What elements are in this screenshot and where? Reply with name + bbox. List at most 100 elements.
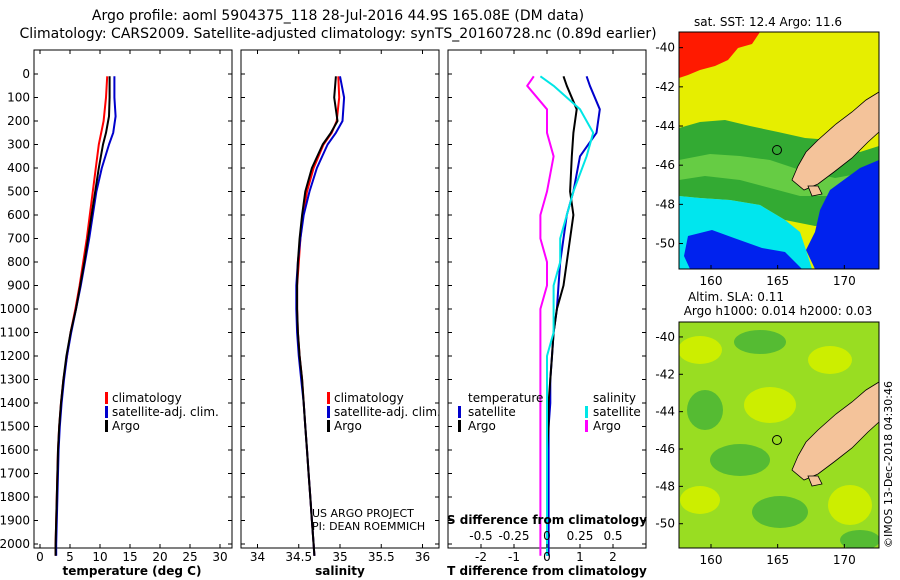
depth-tick-label: 700: [7, 232, 30, 246]
depth-tick-label: 2000: [0, 537, 30, 551]
s-difference-axis-label: S difference from climatology: [447, 513, 647, 527]
difference-series: [526, 75, 601, 556]
salinity-axis-label: salinity: [315, 564, 365, 578]
sst-map: [679, 32, 879, 269]
depth-tick-label: 900: [7, 279, 30, 293]
depth-tick-label: 1800: [0, 490, 30, 504]
legend-label: Argo: [112, 419, 140, 433]
series-line-magenta: [526, 75, 555, 556]
map-lat-label: -40: [655, 41, 675, 55]
depth-tick-label: 200: [7, 114, 30, 128]
legend-title: temperature: [468, 391, 543, 405]
legend-label: Argo: [468, 419, 496, 433]
map-lat-label: -50: [655, 237, 675, 251]
depth-axis-labels: 0 100 200 300 400 500 600 700 800 900 1000 1100 1200…: [0, 67, 30, 551]
x-tick-label: 35.5: [368, 550, 395, 564]
sla-land-small: [807, 475, 823, 487]
imos-watermark: ©IMOS 13-Dec-2018 04:30:46: [882, 381, 895, 548]
map-lat-label: -48: [655, 479, 675, 493]
s-diff-tick-label: -0.5: [469, 529, 492, 543]
legend-label: climatology: [112, 391, 182, 405]
x-axis-ticks: 0 5 10 15 20 25 30 34 34.5 35 35.5 36 -2 -1 0 1 2 -0.5 -0.…: [34, 50, 646, 564]
sla-blob: [710, 444, 770, 476]
x-tick-label: 34: [250, 550, 265, 564]
depth-tick-label: 1700: [0, 467, 30, 481]
project-credit-line1: US ARGO PROJECT: [312, 507, 414, 520]
map-lon-label: 170: [833, 274, 856, 288]
sla-argo-location-marker: [772, 435, 782, 445]
sst-map-title: sat. SST: 12.4 Argo: 11.6: [694, 15, 842, 29]
x-tick-label: 34.5: [285, 550, 312, 564]
legend-label: Argo: [334, 419, 362, 433]
depth-tick-label: 1900: [0, 514, 30, 528]
legend-swatch-black: [458, 420, 461, 432]
salinity-series: [295, 76, 346, 556]
map-lat-label: -48: [655, 197, 675, 211]
sla-blob: [680, 486, 720, 514]
x-tick-label: 10: [92, 550, 107, 564]
difference-salinity-legend: salinity satellite Argo: [585, 391, 641, 433]
sla-map-title-line2: Argo h1000: 0.014 h2000: 0.03: [684, 304, 873, 318]
temperature-plot-frame: [33, 49, 233, 549]
series-line-blue: [55, 76, 117, 556]
map-lon-label: 165: [766, 553, 789, 567]
x-tick-label: -2: [475, 550, 487, 564]
series-line-red: [296, 76, 341, 556]
sla-map-frame: [678, 321, 880, 549]
depth-tick-label: 1400: [0, 396, 30, 410]
series-line-red: [54, 76, 109, 556]
legend-swatch-cyan: [585, 406, 588, 418]
map-lon-label: 160: [700, 274, 723, 288]
legend-swatch-black: [105, 420, 108, 432]
series-line-cyan: [539, 75, 595, 556]
temperature-series: [54, 76, 117, 556]
x-tick-label: 5: [66, 550, 74, 564]
legend-label: satellite-adj. clim.: [334, 405, 441, 419]
s-diff-tick-label: -0.25: [498, 529, 529, 543]
map-lat-label: -50: [655, 517, 675, 531]
map-lon-label: 165: [766, 274, 789, 288]
salinity-legend: climatology satellite-adj. clim. Argo: [327, 391, 441, 433]
legend-label: Argo: [593, 419, 621, 433]
depth-tick-label: 1000: [0, 302, 30, 316]
depth-tick-label: 1200: [0, 349, 30, 363]
x-tick-label: 2: [609, 550, 617, 564]
depth-tick-label: 300: [7, 138, 30, 152]
sst-land-small: [807, 185, 823, 197]
x-tick-label: 20: [152, 550, 167, 564]
depth-tick-label: 100: [7, 91, 30, 105]
depth-tick-label: 400: [7, 161, 30, 175]
sla-map-title-line1: Altim. SLA: 0.11: [688, 290, 784, 304]
temperature-axis-label: temperature (deg C): [63, 564, 202, 578]
map-lat-label: -44: [655, 119, 675, 133]
map-lon-label: 160: [700, 553, 723, 567]
legend-label: climatology: [334, 391, 404, 405]
sla-blob: [734, 330, 786, 354]
depth-tick-label: 1100: [0, 326, 30, 340]
x-tick-label: 30: [212, 550, 227, 564]
legend-title: salinity: [593, 391, 636, 405]
sst-blue-patch: [684, 230, 802, 269]
legend-swatch-black: [327, 420, 330, 432]
sla-blob: [679, 336, 722, 364]
sst-argo-location-marker: [772, 145, 782, 155]
sla-blob: [687, 390, 723, 430]
depth-tick-label: 500: [7, 185, 30, 199]
sla-blob: [808, 346, 852, 374]
sst-blue-region: [806, 160, 879, 269]
depth-tick-label: 800: [7, 255, 30, 269]
x-tick-label: 25: [182, 550, 197, 564]
sla-map: [679, 322, 879, 548]
figure-title-line2: Climatology: CARS2009. Satellite-adjuste…: [19, 26, 656, 42]
t-difference-axis-label: T difference from climatology: [447, 564, 647, 578]
s-diff-tick-label: 0.5: [603, 529, 622, 543]
legend-label: satellite: [468, 405, 516, 419]
legend-swatch-red: [327, 392, 330, 404]
series-line-black: [54, 76, 111, 556]
series-line-black: [296, 76, 339, 556]
sla-blob: [828, 485, 872, 525]
map-lon-label: 170: [833, 553, 856, 567]
depth-tick-label: 1500: [0, 420, 30, 434]
sla-blob: [840, 530, 879, 548]
